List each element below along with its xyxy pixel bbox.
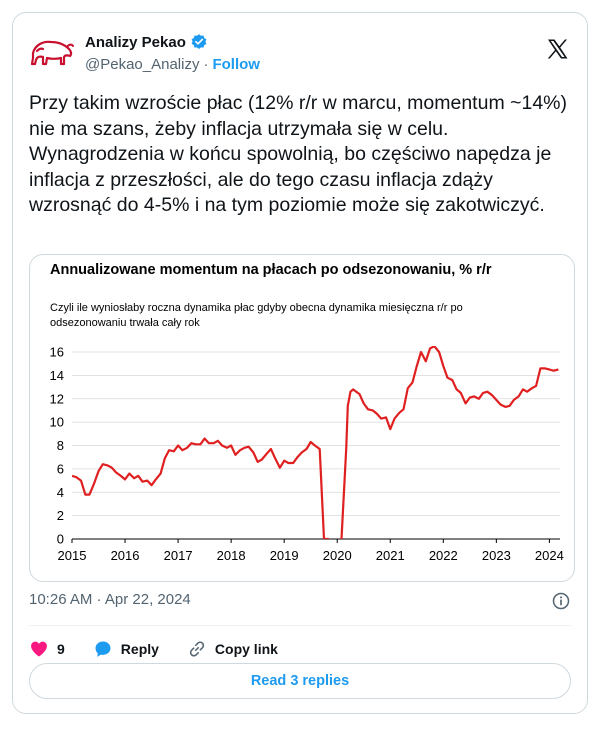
tweet-text: Przy takim wzroście płac (12% r/r w marc… bbox=[29, 92, 568, 217]
series-line bbox=[72, 346, 559, 539]
reply-button[interactable]: Reply bbox=[93, 639, 159, 659]
x-tick-label: 2024 bbox=[535, 548, 564, 563]
copy-link-label: Copy link bbox=[214, 641, 278, 657]
info-icon[interactable] bbox=[551, 591, 571, 611]
reply-bubble-icon bbox=[95, 641, 111, 657]
x-tick-label: 2017 bbox=[164, 548, 193, 563]
author-name[interactable]: Analizy Pekao bbox=[85, 33, 186, 51]
divider bbox=[29, 625, 571, 626]
link-icon bbox=[189, 641, 205, 657]
chart-subtitle: Czyli ile wyniosłaby roczna dynamika pła… bbox=[50, 302, 463, 329]
y-tick-label: 14 bbox=[50, 368, 64, 383]
line-chart: 0 2 4 6 8 10 12 14 16 2015 2016 2017 2018 2019 2020 202… bbox=[50, 345, 564, 564]
y-tick-label: 8 bbox=[57, 438, 64, 453]
tweet-header: Analizy Pekao @Pekao_Analizy · Follow bbox=[29, 27, 571, 79]
like-count: 9 bbox=[57, 641, 65, 657]
tweet-actions: 9 Reply Copy link bbox=[29, 631, 278, 667]
y-tick-label: 0 bbox=[57, 532, 64, 547]
x-tick-label: 2022 bbox=[429, 548, 458, 563]
x-tick-label: 2021 bbox=[376, 548, 405, 563]
y-tick-label: 6 bbox=[57, 461, 64, 476]
read-replies-button[interactable]: Read 3 replies bbox=[29, 663, 571, 699]
x-tick-label: 2019 bbox=[270, 548, 299, 563]
tweet-card: Analizy Pekao @Pekao_Analizy · Follow Pr… bbox=[12, 12, 588, 714]
copy-link-button[interactable]: Copy link bbox=[187, 639, 278, 659]
x-tick-label: 2015 bbox=[58, 548, 87, 563]
author-name-row: Analizy Pekao bbox=[85, 33, 208, 51]
reply-label: Reply bbox=[120, 641, 159, 657]
x-tick-label: 2020 bbox=[323, 548, 352, 563]
like-button[interactable]: 9 bbox=[29, 639, 65, 659]
verified-badge-icon bbox=[191, 34, 207, 49]
heart-icon bbox=[31, 641, 47, 657]
chart-image[interactable]: Annualizowane momentum na płacach po ods… bbox=[29, 254, 575, 582]
follow-button[interactable]: Follow bbox=[212, 56, 260, 73]
chart-title: Annualizowane momentum na płacach po ods… bbox=[50, 262, 492, 278]
y-tick-label: 10 bbox=[50, 415, 64, 430]
pekao-bison-logo[interactable] bbox=[29, 33, 75, 73]
x-tick-label: 2023 bbox=[482, 548, 511, 563]
x-logo-icon[interactable] bbox=[545, 37, 569, 61]
handle-separator: · bbox=[203, 56, 209, 73]
y-tick-label: 2 bbox=[57, 508, 64, 523]
y-tick-label: 4 bbox=[57, 485, 64, 500]
x-tick-label: 2018 bbox=[217, 548, 246, 563]
tweet-timestamp[interactable]: 10:26 AM · Apr 22, 2024 bbox=[29, 591, 191, 608]
x-tick-label: 2016 bbox=[111, 548, 140, 563]
y-tick-label: 16 bbox=[50, 345, 64, 360]
author-handle-row: @Pekao_Analizy · Follow bbox=[85, 56, 260, 73]
y-tick-label: 12 bbox=[50, 391, 64, 406]
author-handle[interactable]: @Pekao_Analizy bbox=[85, 56, 200, 73]
